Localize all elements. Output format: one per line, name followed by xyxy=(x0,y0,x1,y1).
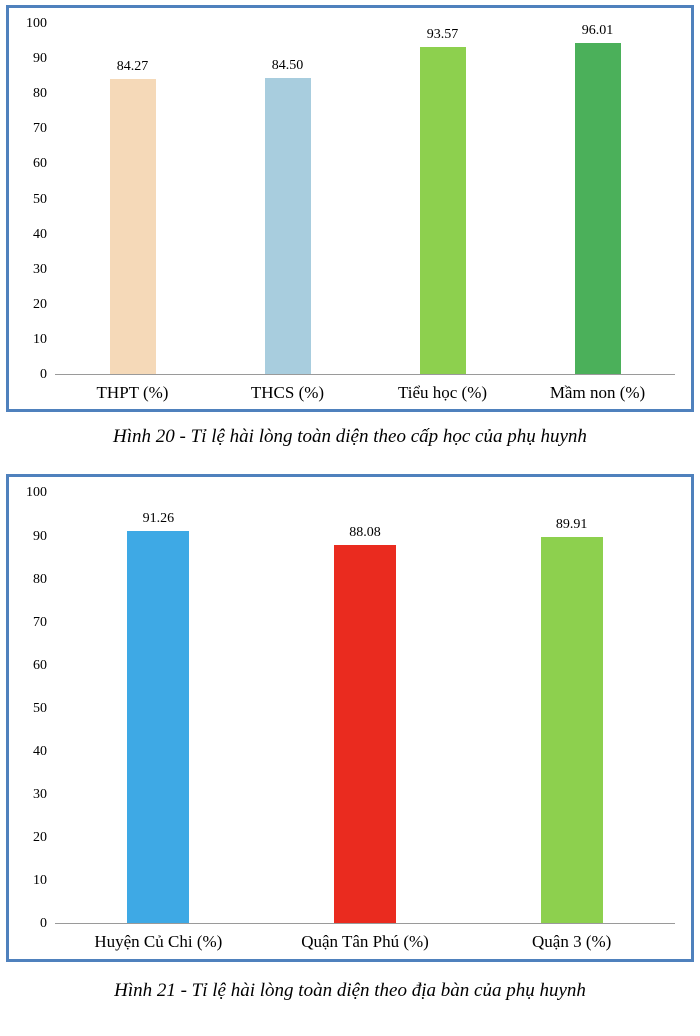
bar xyxy=(334,544,396,924)
category-label: Mầm non (%) xyxy=(549,383,646,402)
y-tick-label: 80 xyxy=(33,86,47,102)
value-label: 91.26 xyxy=(142,510,175,526)
value-label: 84.27 xyxy=(116,59,149,75)
y-tick-label: 90 xyxy=(33,51,47,67)
y-tick-label: 100 xyxy=(26,485,47,501)
y-tick-label: 50 xyxy=(33,191,47,207)
bar-chart-satisfaction-by-district: 0 10 20 30 40 50 60 70 80 90 100 91.26 88.08 89.91 Huy… xyxy=(9,477,691,958)
y-tick-label: 10 xyxy=(33,331,47,347)
plot-area: 91.26 88.08 89.91 xyxy=(55,493,675,925)
bar-slot: 88.08 xyxy=(262,493,469,924)
category-label: Quận Tân Phú (%) xyxy=(301,932,429,952)
category-label: Huyện Củ Chi (%) xyxy=(94,932,223,952)
bar xyxy=(540,536,603,924)
bar xyxy=(264,78,311,374)
y-axis: 0 10 20 30 40 50 60 70 80 90 100 xyxy=(13,486,55,931)
x-axis: THPT (%) THCS (%) Tiểu học (%) Mầm non (%) xyxy=(55,375,675,403)
value-label: 96.01 xyxy=(581,23,614,38)
y-tick-label: 0 xyxy=(40,367,47,382)
y-tick-label: 30 xyxy=(33,787,47,803)
bar xyxy=(127,530,190,924)
y-tick-label: 40 xyxy=(33,744,47,759)
y-tick-label: 30 xyxy=(33,261,47,277)
bar xyxy=(109,79,156,374)
y-tick-label: 50 xyxy=(33,700,47,716)
chart-card-hinh-20: 0 10 20 30 40 50 60 70 80 90 100 84.27 84.50 93.57 96.… xyxy=(6,5,694,413)
y-tick-label: 20 xyxy=(33,296,47,312)
y-tick-label: 90 xyxy=(33,528,47,544)
value-label: 89.91 xyxy=(555,516,588,532)
value-label: 88.08 xyxy=(349,524,381,540)
x-axis: Huyện Củ Chi (%) Quận Tân Phú (%) Quận 3 (… xyxy=(55,924,675,952)
y-tick-label: 60 xyxy=(33,156,47,172)
value-label: 84.50 xyxy=(271,58,304,74)
category-label: Tiểu học (%) xyxy=(397,383,488,402)
caption-hinh-20: Hình 20 - Tỉ lệ hài lòng toàn diện theo … xyxy=(113,426,587,448)
y-tick-label: 0 xyxy=(40,916,47,932)
bar-chart-satisfaction-by-school-level: 0 10 20 30 40 50 60 70 80 90 100 84.27 84.50 93.57 96.… xyxy=(9,8,691,409)
bar-slot: 84.50 xyxy=(210,24,365,374)
y-tick-label: 60 xyxy=(33,657,47,673)
value-label: 93.57 xyxy=(426,26,459,42)
bar xyxy=(419,46,466,374)
category-label: Quận 3 (%) xyxy=(532,932,612,952)
bar-slot: 91.26 xyxy=(55,493,262,924)
y-tick-label: 80 xyxy=(33,571,47,587)
y-tick-label: 10 xyxy=(33,873,47,889)
y-tick-label: 70 xyxy=(33,121,47,137)
category-label: THPT (%) xyxy=(96,383,169,402)
chart-card-hinh-21: 0 10 20 30 40 50 60 70 80 90 100 91.26 88.08 89.91 Huy… xyxy=(6,474,694,962)
y-axis: 0 10 20 30 40 50 60 70 80 90 100 xyxy=(13,17,55,382)
y-tick-label: 100 xyxy=(26,16,47,31)
y-tick-label: 40 xyxy=(33,226,47,242)
bar-slot: 96.01 xyxy=(520,24,675,374)
bar-slot: 93.57 xyxy=(365,24,520,374)
plot-area: 84.27 84.50 93.57 96.01 xyxy=(55,24,675,375)
caption-hinh-21: Hình 21 - Tỉ lệ hài lòng toàn diện theo … xyxy=(114,979,586,1001)
y-tick-label: 70 xyxy=(33,614,47,630)
bar-slot: 89.91 xyxy=(468,493,675,924)
category-label: THCS (%) xyxy=(250,383,325,402)
y-tick-label: 20 xyxy=(33,830,47,846)
bar xyxy=(574,43,621,374)
bar-slot: 84.27 xyxy=(55,24,210,374)
